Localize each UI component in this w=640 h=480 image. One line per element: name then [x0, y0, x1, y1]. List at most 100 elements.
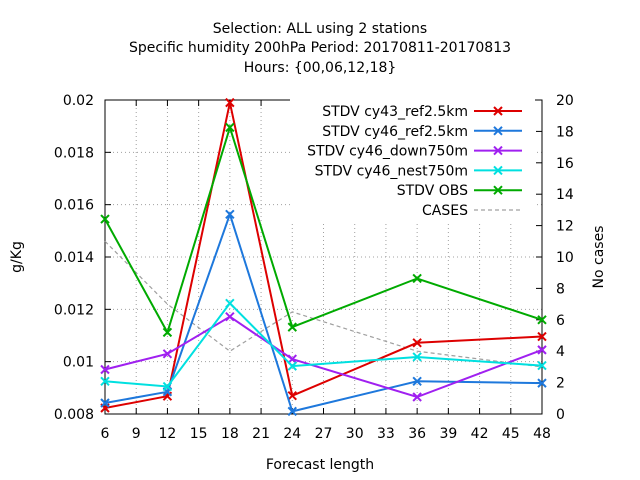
marker-stroke — [537, 378, 547, 388]
data-point — [537, 315, 547, 325]
y-tick-label: 0.016 — [54, 198, 94, 214]
series-stdv-cy46-down750m — [100, 311, 547, 402]
y2-tick-label: 0 — [556, 407, 565, 423]
marker-stroke — [287, 390, 297, 401]
data-point — [287, 406, 297, 417]
legend-label: STDV cy46_ref2.5km — [322, 124, 468, 140]
x-tick-label: 15 — [190, 426, 208, 442]
legend-marker — [493, 145, 503, 156]
x-tick-label: 48 — [533, 426, 551, 442]
marker-stroke — [412, 273, 422, 284]
data-point — [412, 376, 422, 386]
y2-tick-label: 6 — [556, 313, 565, 329]
data-point — [287, 354, 297, 364]
series-stdv-obs — [100, 122, 547, 338]
marker-stroke — [493, 185, 503, 195]
legend-background — [290, 97, 535, 222]
marker-stroke — [537, 345, 547, 355]
y2-tick-label: 20 — [556, 93, 574, 109]
data-point — [287, 361, 297, 371]
data-point — [412, 338, 422, 348]
data-point — [100, 214, 110, 224]
marker-stroke — [493, 126, 503, 136]
data-point — [100, 398, 110, 408]
x-tick-label: 27 — [315, 426, 333, 442]
series-line — [104, 124, 543, 335]
legend-label: STDV cy46_nest750m — [315, 163, 468, 179]
x-tick-label: 21 — [252, 426, 270, 442]
y2-tick-label: 10 — [556, 250, 574, 266]
data-point — [162, 381, 173, 392]
series-cases — [104, 240, 543, 368]
x-tick-label: 39 — [439, 426, 457, 442]
y-tick-label: 0.02 — [63, 93, 94, 109]
y-tick-label: 0.018 — [54, 145, 94, 161]
x-tick-label: 36 — [408, 426, 426, 442]
marker-stroke — [100, 214, 110, 224]
legend-item: STDV cy46_ref2.5km — [322, 124, 522, 140]
legend-item: STDV OBS — [397, 183, 522, 199]
legend-marker — [493, 185, 503, 195]
series-layer — [100, 97, 547, 417]
series-line — [104, 211, 543, 413]
data-point — [287, 322, 297, 332]
x-tick-label: 33 — [377, 426, 395, 442]
legend-label: STDV cy43_ref2.5km — [322, 104, 468, 120]
marker-stroke — [287, 406, 297, 417]
y2-tick-label: 14 — [556, 187, 574, 203]
marker-stroke — [162, 327, 173, 338]
data-point — [412, 352, 422, 362]
marker-stroke — [162, 349, 173, 359]
data-point — [162, 349, 173, 359]
y2-tick-label: 18 — [556, 124, 574, 140]
legend-marker — [493, 106, 503, 116]
x-axis-label: Forecast length — [266, 457, 374, 473]
marker-stroke — [100, 398, 110, 408]
y-tick-label: 0.008 — [54, 407, 94, 423]
marker-stroke — [412, 352, 422, 362]
marker-stroke — [100, 376, 110, 386]
marker-stroke — [412, 392, 422, 402]
marker-stroke — [493, 165, 503, 176]
data-point — [537, 331, 547, 342]
x-tick-label: 42 — [471, 426, 489, 442]
data-point — [225, 97, 235, 108]
marker-stroke — [225, 97, 235, 108]
y-axis-label: g/Kg — [9, 241, 25, 273]
data-point — [225, 311, 235, 322]
legend-item: STDV cy46_down750m — [307, 144, 522, 160]
marker-stroke — [287, 361, 297, 371]
x-tick-label: 18 — [221, 426, 239, 442]
data-point — [537, 378, 547, 388]
legend-label: STDV OBS — [397, 183, 468, 199]
series-line — [104, 102, 543, 409]
series-stdv-cy46-nest750m — [100, 298, 547, 392]
marker-stroke — [412, 338, 422, 348]
y2-tick-label: 16 — [556, 156, 574, 172]
data-point — [225, 209, 235, 220]
y2-tick-label: 2 — [556, 376, 565, 392]
marker-stroke — [493, 106, 503, 116]
marker-stroke — [412, 376, 422, 386]
legend-marker — [493, 126, 503, 136]
data-point — [287, 390, 297, 401]
y-tick-label: 0.01 — [63, 355, 94, 371]
series-stdv-cy46-ref2-5km — [100, 209, 547, 417]
series-line — [104, 315, 543, 399]
legend-item: STDV cy46_nest750m — [315, 163, 522, 179]
marker-stroke — [162, 381, 173, 392]
marker-stroke — [537, 331, 547, 342]
y-tick-label: 0.012 — [54, 302, 94, 318]
y2-tick-label: 12 — [556, 219, 574, 235]
marker-stroke — [225, 311, 235, 322]
legend-item: STDV cy43_ref2.5km — [322, 104, 522, 120]
marker-stroke — [225, 122, 235, 133]
title-line-1: Selection: ALL using 2 stations — [213, 21, 427, 37]
data-point — [100, 364, 110, 375]
x-tick-label: 12 — [159, 426, 177, 442]
x-tick-label: 45 — [502, 426, 520, 442]
y2-axis-label: No cases — [591, 226, 607, 289]
x-tick-label: 30 — [346, 426, 364, 442]
legend: STDV cy43_ref2.5km STDV cy46_ref2.5km STDV… — [290, 97, 535, 222]
series-line — [104, 301, 543, 388]
